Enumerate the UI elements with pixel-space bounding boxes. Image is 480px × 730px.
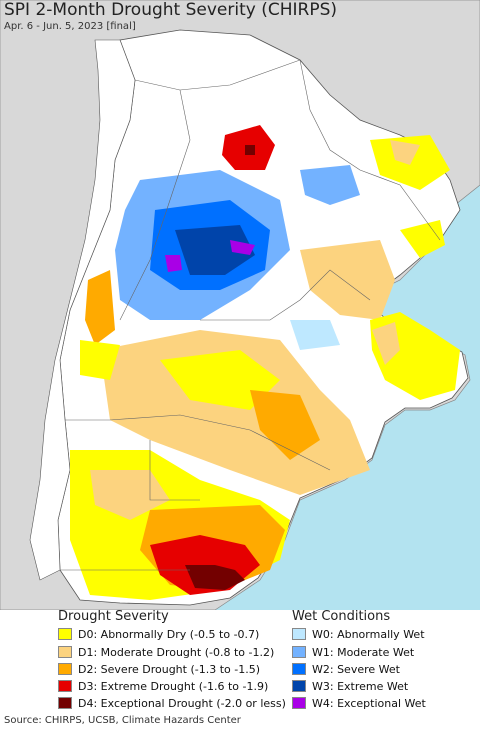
d1-patch-central: [100, 330, 370, 495]
legend-item-d4: D4: Exceptional Drought (-2.0 or less): [58, 696, 286, 710]
d0-patch-neast: [400, 220, 445, 258]
swatch-d4: [58, 697, 72, 709]
swatch-w1: [292, 646, 306, 658]
d2-patch-central: [250, 390, 320, 460]
drought-legend-heading: Drought Severity: [58, 609, 169, 624]
swatch-w0: [292, 628, 306, 640]
legend-item-w4: W4: Exceptional Wet: [292, 696, 426, 710]
w4-patch-1: [230, 240, 255, 255]
legend-item-d3: D3: Extreme Drought (-1.6 to -1.9): [58, 679, 268, 693]
chile-strip: [29, 39, 136, 581]
legend-label: D4: Exceptional Drought (-2.0 or less): [78, 696, 286, 710]
d4-dot-north: [245, 145, 255, 155]
legend-label: D2: Severe Drought (-1.3 to -1.5): [78, 662, 261, 676]
legend-label: W0: Abnormally Wet: [312, 627, 425, 641]
swatch-d1: [58, 646, 72, 658]
internal-borders: [60, 59, 441, 571]
legend-label: W3: Extreme Wet: [312, 679, 409, 693]
d1-patch-east: [300, 240, 395, 320]
legend-label: D3: Extreme Drought (-1.6 to -1.9): [78, 679, 269, 693]
map-title: SPI 2-Month Drought Severity (CHIRPS): [4, 0, 338, 20]
legend-item-d0: D0: Abnormally Dry (-0.5 to -0.7): [58, 627, 259, 641]
d2-patch-west: [85, 270, 115, 345]
legend-item-d2: D2: Severe Drought (-1.3 to -1.5): [58, 662, 260, 676]
legend-item-d1: D1: Moderate Drought (-0.8 to -1.2): [58, 645, 274, 659]
swatch-w4: [292, 697, 306, 709]
swatch-d3: [58, 680, 72, 692]
legend-label: W1: Moderate Wet: [312, 645, 415, 659]
drought-map: [0, 0, 480, 610]
d4-patch-south: [185, 565, 245, 590]
legend-label: W4: Exceptional Wet: [312, 696, 426, 710]
w0-patch-east: [290, 320, 340, 350]
swatch-d0: [58, 628, 72, 640]
legend-item-w2: W2: Severe Wet: [292, 662, 400, 676]
d1-patch-uruguay: [372, 322, 400, 365]
d1-patch-north: [390, 140, 420, 165]
legend-label: W2: Severe Wet: [312, 662, 400, 676]
legend-label: D1: Moderate Drought (-0.8 to -1.2): [78, 645, 275, 659]
legend-item-w3: W3: Extreme Wet: [292, 679, 408, 693]
w1-patch-east: [300, 165, 360, 205]
legend-label: D0: Abnormally Dry (-0.5 to -0.7): [78, 627, 260, 641]
d0-patch-central: [160, 350, 280, 410]
source-credit: Source: CHIRPS, UCSB, Climate Hazards Ce…: [4, 715, 241, 726]
swatch-d2: [58, 663, 72, 675]
swatch-w2: [292, 663, 306, 675]
legend-item-w0: W0: Abnormally Wet: [292, 627, 425, 641]
map-subtitle: Apr. 6 - Jun. 5, 2023 [final]: [4, 21, 136, 32]
wet-legend-heading: Wet Conditions: [292, 609, 391, 624]
w3-patch-northwest: [175, 225, 255, 275]
d0-patch-west: [80, 340, 120, 380]
w4-patch-2: [165, 255, 182, 272]
swatch-w3: [292, 680, 306, 692]
legend-item-w1: W1: Moderate Wet: [292, 645, 414, 659]
